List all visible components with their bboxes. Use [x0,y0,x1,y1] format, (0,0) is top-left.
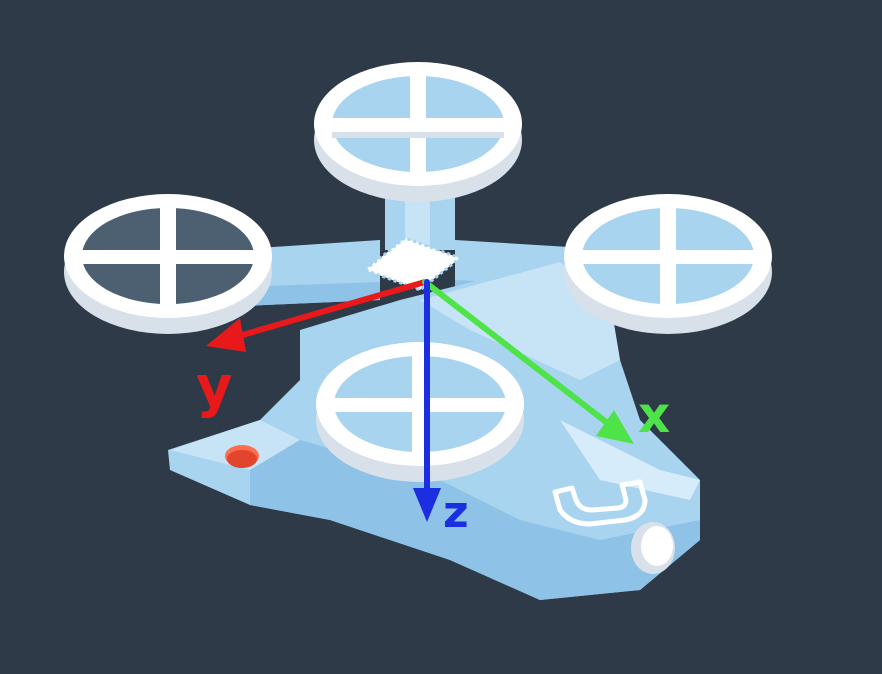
rotor-top [314,62,522,202]
rotors [64,62,772,482]
axis-z-label: z [443,487,469,538]
rotor-right [564,194,772,334]
axis-y-label: y [196,355,233,420]
axis-z-arrow [413,279,441,522]
coordinate-axes: y x z [196,279,670,538]
flight-controller [361,236,464,292]
axis-y-arrow [206,279,428,352]
rotor-left [64,194,272,334]
axis-x-arrow [422,279,634,444]
camera-lens-icon [631,522,675,574]
axis-x-label: x [638,386,670,444]
u-logo-icon [552,479,648,527]
rotor-front [316,342,524,482]
